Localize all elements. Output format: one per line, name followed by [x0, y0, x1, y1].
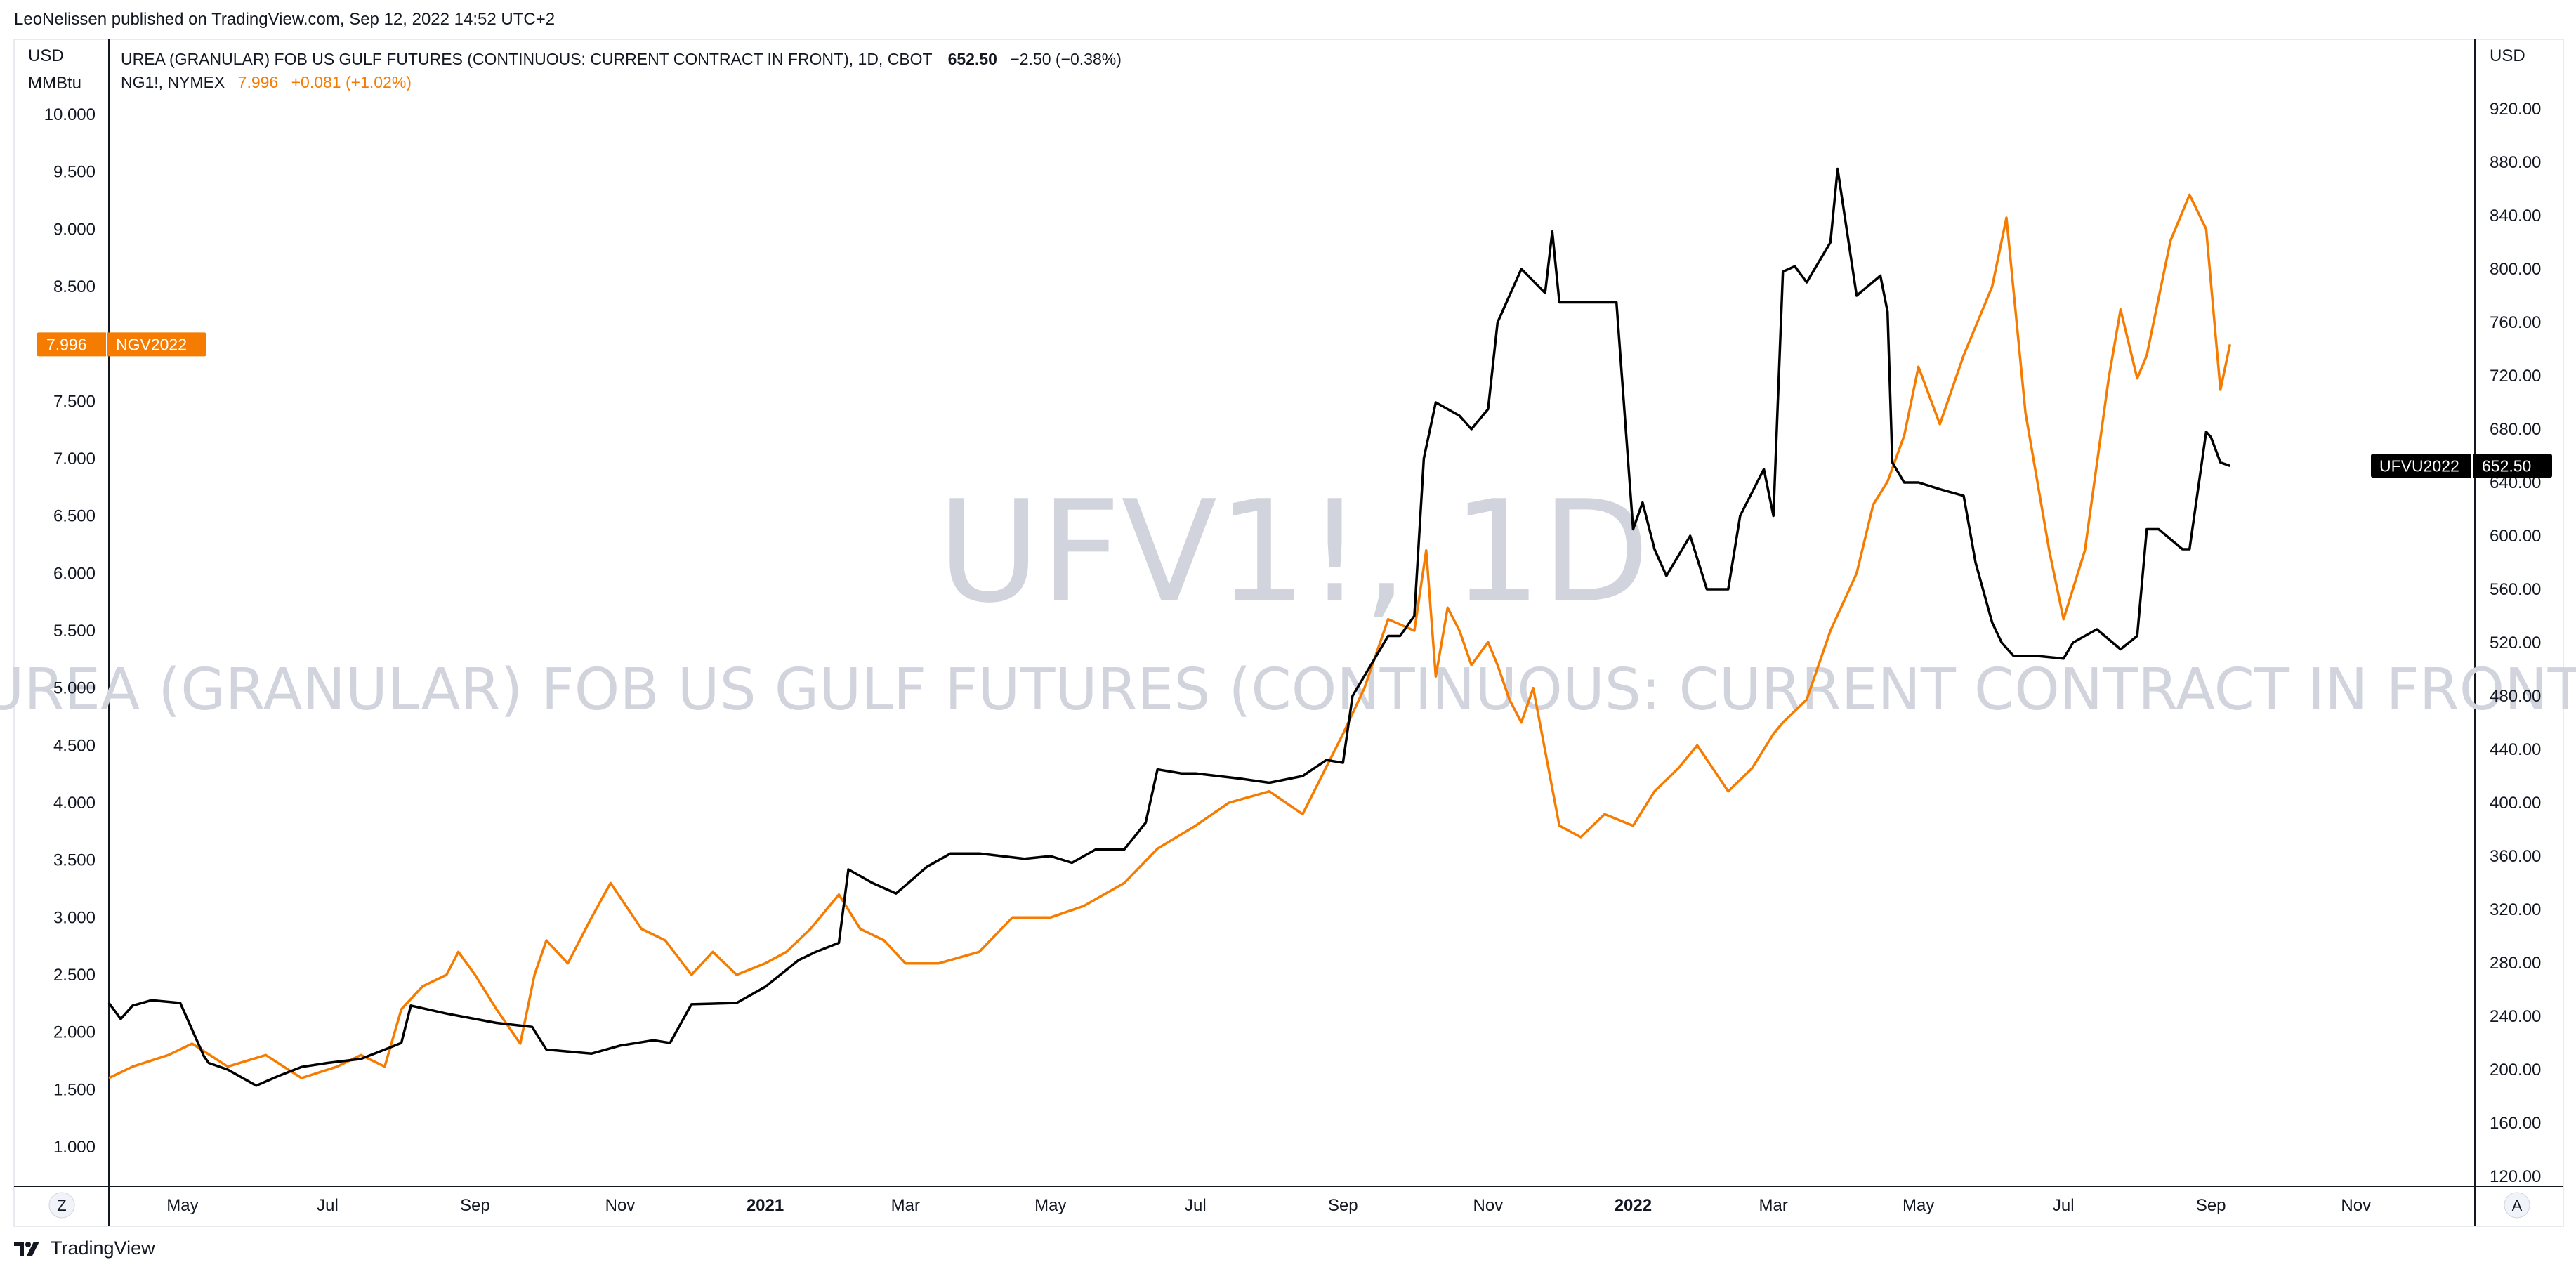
time-axis-label: Sep	[460, 1196, 490, 1215]
left-axis-tick: 8.500	[53, 277, 96, 296]
time-axis-label: Jul	[1185, 1196, 1207, 1215]
time-axis-labels: May Jul Sep Nov 2021 Mar May Jul Sep Nov 2022 Mar Ma…	[166, 1196, 2371, 1215]
chart-frame	[13, 39, 2564, 1227]
time-axis-label: Nov	[605, 1196, 636, 1215]
legend-urea-price: 652.50	[948, 50, 997, 68]
right-axis-tick: 360.00	[2490, 847, 2541, 866]
right-price-badge: UFVU2022 652.50	[2371, 454, 2552, 478]
left-axis-tick: 6.500	[53, 507, 96, 526]
left-axis-currency: USD	[28, 46, 64, 65]
time-axis-label: Sep	[1328, 1196, 1358, 1215]
legend-natgas[interactable]: NG1!, NYMEX 7.996 +0.081 (+1.02%)	[121, 73, 412, 91]
auto-scale-button-label: A	[2512, 1197, 2523, 1214]
left-axis-tick: 2.500	[53, 966, 96, 985]
left-axis-tick: 9.000	[53, 220, 96, 239]
footer-brand[interactable]: TradingView	[13, 1237, 155, 1259]
left-axis-tick: 1.500	[53, 1080, 96, 1099]
time-axis-label: Mar	[1759, 1196, 1788, 1215]
time-axis-label: Jul	[2053, 1196, 2075, 1215]
watermark-description: UREA (GRANULAR) FOB US GULF FUTURES (CON…	[0, 657, 2576, 723]
left-axis-unit: MMBtu	[28, 74, 81, 93]
published-byline: LeoNelissen published on TradingView.com…	[14, 10, 556, 29]
legend-natgas-price: 7.996	[238, 73, 279, 91]
right-axis-tick: 120.00	[2490, 1167, 2541, 1186]
left-axis-tick: 3.000	[53, 908, 96, 927]
right-axis-tick: 440.00	[2490, 740, 2541, 759]
right-axis-tick: 600.00	[2490, 527, 2541, 546]
time-axis-label: 2021	[747, 1196, 784, 1215]
left-axis-tick: 7.500	[53, 392, 96, 411]
right-axis-tick: 520.00	[2490, 633, 2541, 652]
right-axis-tick: 880.00	[2490, 153, 2541, 172]
right-axis-tick: 760.00	[2490, 313, 2541, 332]
time-axis-label: Mar	[891, 1196, 920, 1215]
right-axis-tick: 240.00	[2490, 1007, 2541, 1026]
right-badge-bg	[2371, 454, 2552, 478]
left-axis-tick: 10.000	[44, 105, 96, 124]
auto-scale-button-bg[interactable]	[2504, 1192, 2530, 1219]
right-axis-tick: 160.00	[2490, 1114, 2541, 1133]
left-price-badge: 7.996 NGV2022	[37, 332, 206, 357]
right-badge-name: UFVU2022	[2379, 457, 2459, 475]
zoom-button-bg[interactable]	[48, 1192, 75, 1219]
time-axis-label: Jul	[317, 1196, 339, 1215]
time-axis-label: May	[166, 1196, 198, 1215]
urea-series-line	[107, 167, 2230, 1087]
watermark: UFV1!, 1D UREA (GRANULAR) FOB US GULF FU…	[0, 471, 2576, 723]
time-axis-label: Sep	[2196, 1196, 2226, 1215]
zoom-button[interactable]: Z	[48, 1192, 75, 1219]
left-badge-value: 7.996	[46, 335, 87, 353]
left-badge-name: NGV2022	[116, 335, 187, 353]
left-axis-tick: 2.000	[53, 1023, 96, 1042]
time-axis-label: Nov	[1473, 1196, 1504, 1215]
right-axis-tick: 400.00	[2490, 794, 2541, 813]
right-axis-tick: 680.00	[2490, 420, 2541, 439]
left-axis-tick: 3.500	[53, 851, 96, 870]
time-axis-label: 2022	[1615, 1196, 1652, 1215]
right-axis-tick: 200.00	[2490, 1060, 2541, 1079]
right-axis-tick: 480.00	[2490, 687, 2541, 706]
legend: UREA (GRANULAR) FOB US GULF FUTURES (CON…	[121, 50, 1122, 91]
left-axis-tick: 5.000	[53, 679, 96, 698]
tradingview-logo-icon	[14, 1241, 39, 1256]
auto-scale-button[interactable]: A	[2504, 1192, 2530, 1219]
left-axis-tick: 7.000	[53, 449, 96, 468]
legend-urea[interactable]: UREA (GRANULAR) FOB US GULF FUTURES (CON…	[121, 50, 1122, 68]
right-axis-tick: 560.00	[2490, 580, 2541, 599]
left-axis-tick: 4.000	[53, 794, 96, 813]
time-axis-label: May	[1034, 1196, 1066, 1215]
legend-natgas-symbol: NG1!, NYMEX	[121, 73, 225, 91]
left-axis-tick: 5.500	[53, 622, 96, 641]
right-axis-tick: 800.00	[2490, 260, 2541, 279]
right-axis-tick: 320.00	[2490, 900, 2541, 919]
watermark-symbol: UFV1!, 1D	[938, 471, 1650, 634]
time-axis-label: May	[1903, 1196, 1934, 1215]
right-axis-tick: 920.00	[2490, 100, 2541, 119]
time-axis-label: Nov	[2341, 1196, 2371, 1215]
right-axis-tick: 720.00	[2490, 367, 2541, 386]
legend-natgas-change: +0.081 (+1.02%)	[291, 73, 412, 91]
right-axis-tick: 840.00	[2490, 206, 2541, 225]
right-axis-tick: 280.00	[2490, 954, 2541, 973]
legend-urea-change: −2.50 (−0.38%)	[1010, 50, 1122, 68]
right-axis-currency: USD	[2490, 46, 2525, 65]
left-axis-tick: 1.000	[53, 1138, 96, 1157]
right-badge-value: 652.50	[2482, 457, 2531, 475]
legend-urea-symbol: UREA (GRANULAR) FOB US GULF FUTURES (CON…	[121, 50, 933, 68]
footer-brand-text: TradingView	[51, 1237, 155, 1259]
left-badge-bg	[37, 332, 206, 357]
natgas-series-line	[108, 193, 2232, 1079]
left-axis-ticks: 10.0009.5009.0008.5008.0007.5007.0006.50…	[44, 105, 96, 1157]
series-layer	[107, 167, 2232, 1087]
left-axis-tick: 4.500	[53, 736, 96, 755]
zoom-button-label: Z	[57, 1197, 66, 1214]
left-axis-tick: 9.500	[53, 163, 96, 182]
right-axis-ticks: 920.00 880.00 840.00 800.00 760.00 720.00 680.…	[2490, 100, 2541, 1186]
left-axis-tick: 6.000	[53, 564, 96, 583]
